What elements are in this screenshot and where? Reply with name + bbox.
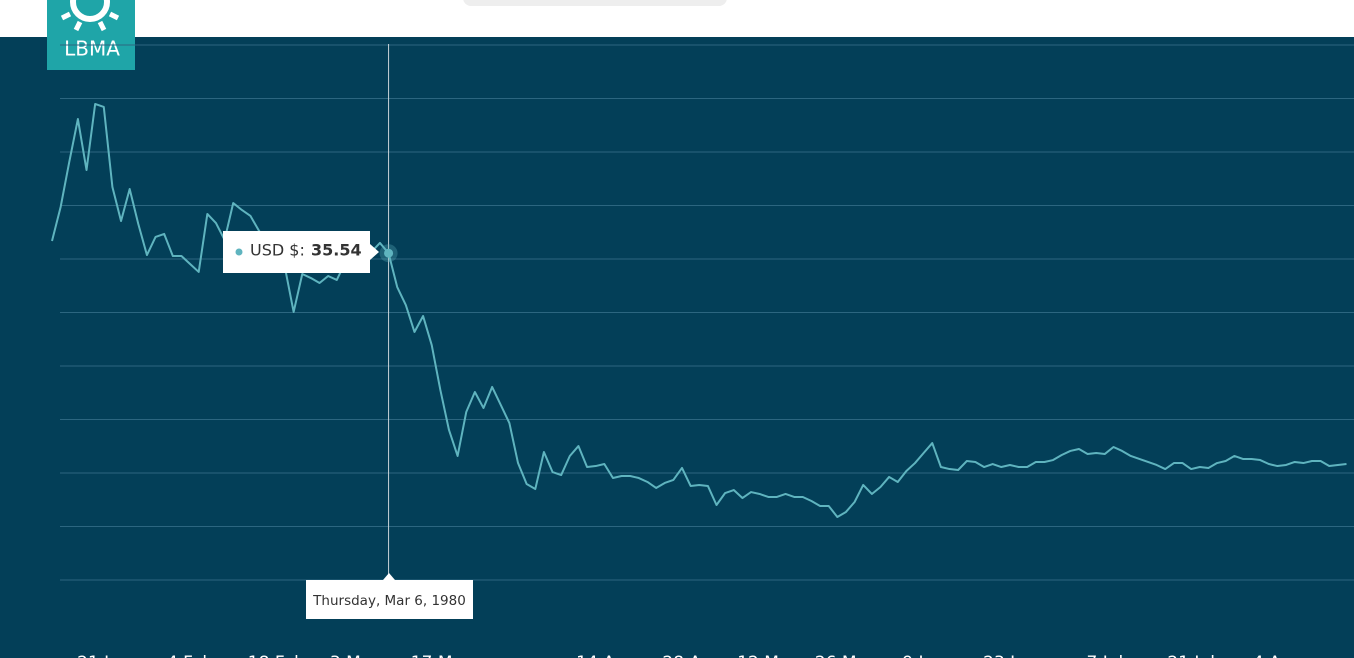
- x-tick-label: 4 Feb: [167, 653, 213, 658]
- tooltip-box: [223, 231, 370, 273]
- tooltip-dot: [235, 248, 243, 256]
- x-tick-label: 21 Jan: [77, 653, 130, 658]
- header-bar: [0, 0, 1354, 37]
- x-tick-label: 28 Apr: [662, 653, 718, 658]
- logo-sun: [70, 0, 110, 22]
- x-tick-label: 23 Jun: [983, 653, 1037, 658]
- date-tooltip: Thursday, Mar 6, 1980: [306, 573, 473, 619]
- date-tooltip-text: Thursday, Mar 6, 1980: [312, 593, 466, 609]
- x-tick-label: 3 Mar: [330, 653, 378, 658]
- logo-text: LBMA: [64, 37, 120, 61]
- x-tick-label: 14 Apr: [576, 653, 632, 658]
- tooltip-label: USD $:: [250, 241, 305, 260]
- x-tick-label: 4 Aug: [1253, 653, 1302, 658]
- x-tick-label: 9 Jun: [902, 653, 945, 658]
- search-box[interactable]: [463, 0, 727, 6]
- grid: [60, 44, 1354, 581]
- hover-point: [384, 248, 394, 258]
- tooltip-value: 35.54: [311, 241, 362, 260]
- x-tick-label: 18 Feb: [248, 653, 305, 658]
- price-line: [51, 102, 1347, 518]
- x-tick-label: 26 May: [815, 653, 877, 658]
- logo-rays: [60, 11, 120, 32]
- date-tooltip-arrow: [383, 573, 395, 580]
- tooltip-arrow: [370, 244, 379, 260]
- tooltip: USD $: 35.54: [223, 231, 379, 273]
- x-tick-label: 17 Mar: [411, 653, 470, 658]
- x-tick-label: 12 May: [737, 653, 799, 658]
- x-tick-label: 21 Jul: [1167, 653, 1215, 658]
- x-axis: 21 Jan 4 Feb 18 Feb 3 Mar 17 Mar 14 Apr 28 Apr…: [77, 653, 1302, 658]
- date-tooltip-box: [306, 580, 473, 619]
- x-tick-label: 7 Jul: [1086, 653, 1123, 658]
- plot: [51, 102, 1347, 518]
- logo[interactable]: LBMA: [47, 0, 135, 70]
- logo-box: [47, 0, 135, 70]
